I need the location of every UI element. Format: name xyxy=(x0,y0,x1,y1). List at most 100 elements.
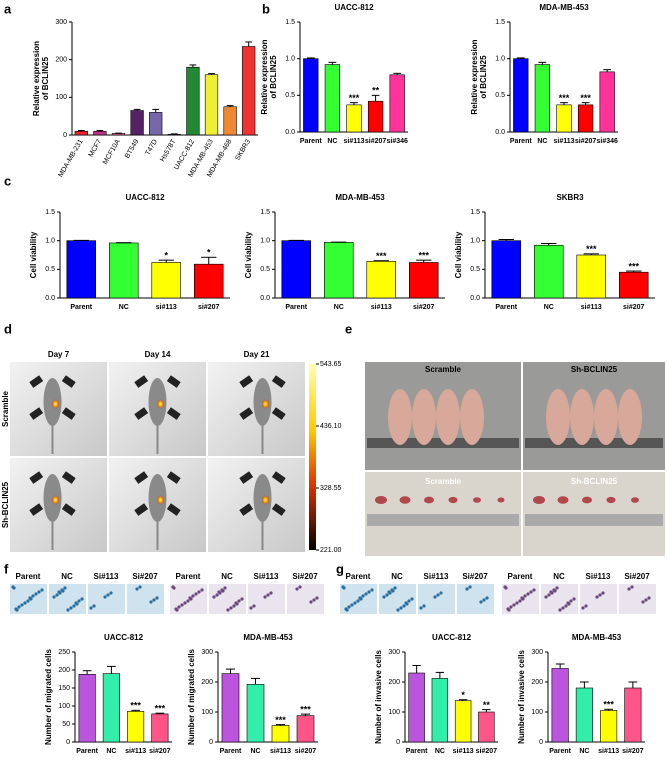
bar xyxy=(323,242,354,299)
cell xyxy=(63,586,67,590)
micrograph-label: Parent xyxy=(346,572,371,581)
group-label: Scramble xyxy=(1,390,10,427)
bar xyxy=(66,240,97,299)
tape xyxy=(61,503,76,516)
x-tick-label: NC xyxy=(435,748,445,755)
y-tick-label: 1.0 xyxy=(285,56,295,63)
cell xyxy=(419,606,423,610)
x-tick-label: si#346 xyxy=(386,138,408,145)
cell xyxy=(350,603,354,607)
cell xyxy=(547,593,551,597)
bar xyxy=(324,64,341,133)
y-tick-label: 0.0 xyxy=(260,295,270,302)
x-tick-label: si#113 xyxy=(371,304,392,311)
tumor xyxy=(424,496,434,504)
cell xyxy=(630,585,634,589)
cell xyxy=(312,598,316,602)
photo-bg xyxy=(418,584,455,614)
y-tick-label: 50 xyxy=(62,721,70,728)
tape xyxy=(166,407,181,420)
cell xyxy=(186,599,190,603)
tape xyxy=(29,375,44,388)
micrograph xyxy=(209,584,246,614)
micrograph-label: Si#113 xyxy=(586,572,611,581)
mouse xyxy=(570,389,594,445)
photo-bg xyxy=(127,584,164,614)
x-tick-label: Parent xyxy=(495,304,517,311)
x-tick-label: si#346 xyxy=(596,138,618,145)
imaging-photo xyxy=(208,458,305,552)
bar xyxy=(618,271,649,299)
bar xyxy=(367,100,384,133)
photo-label: Sh-BCLIN25 xyxy=(571,365,618,374)
significance: * xyxy=(207,248,211,258)
group-label: Sh-BCLIN25 xyxy=(1,481,10,528)
cell xyxy=(218,591,222,595)
bar xyxy=(478,711,495,743)
bar xyxy=(223,106,237,136)
x-tick-label: Parent xyxy=(510,138,532,145)
bar xyxy=(102,673,120,743)
cell xyxy=(356,599,360,603)
significance: *** xyxy=(603,700,614,710)
bar xyxy=(389,74,405,133)
tumor xyxy=(606,496,616,504)
micrograph xyxy=(88,584,125,614)
tape xyxy=(271,503,286,516)
cell xyxy=(422,604,426,608)
cell xyxy=(77,599,81,603)
micrograph xyxy=(619,584,656,614)
mouse xyxy=(460,389,484,445)
significance: ** xyxy=(483,700,491,710)
panel-letter: d xyxy=(4,321,12,336)
x-tick-label: NC xyxy=(119,304,129,311)
micrograph xyxy=(379,584,416,614)
cell xyxy=(89,606,93,610)
micrograph xyxy=(49,584,86,614)
cell xyxy=(12,586,16,590)
chart-title: MDA-MB-453 xyxy=(243,633,293,642)
y-tick-label: 1.5 xyxy=(285,19,295,26)
cell xyxy=(152,598,156,602)
ruler xyxy=(525,438,663,448)
y-axis-label: Relative expression xyxy=(470,39,479,114)
cell xyxy=(200,588,204,592)
ruler xyxy=(525,514,663,526)
cell xyxy=(135,587,139,591)
x-tick-label: si#207 xyxy=(198,304,220,311)
cell xyxy=(40,588,44,592)
y-tick-label: 300 xyxy=(531,649,543,656)
cell xyxy=(221,589,225,593)
significance: *** xyxy=(559,93,570,103)
cell xyxy=(399,606,403,610)
cell xyxy=(109,591,113,595)
tumor xyxy=(473,497,481,503)
signal xyxy=(261,399,270,409)
x-tick-label: NC xyxy=(544,304,554,311)
photo-label: Scramble xyxy=(425,477,462,486)
x-tick-label: si#113 xyxy=(453,748,474,755)
tape xyxy=(61,407,76,420)
x-tick-label: NC xyxy=(334,304,344,311)
x-tick-label: si#113 xyxy=(156,304,177,311)
chart-title: SKBR3 xyxy=(556,193,584,202)
chart-title: UACC-812 xyxy=(125,193,165,202)
x-tick-label: si#113 xyxy=(343,138,364,145)
cell xyxy=(72,604,76,608)
panel-letter: b xyxy=(262,1,270,16)
y-tick-label: 300 xyxy=(55,19,67,26)
y-tick-label: 0.5 xyxy=(260,266,270,273)
bar xyxy=(533,244,564,299)
cell xyxy=(177,605,181,609)
y-tick-label: 150 xyxy=(58,685,70,692)
cell xyxy=(23,601,27,605)
y-axis-label: of BCLIN25 xyxy=(41,56,50,100)
cell xyxy=(364,592,368,596)
x-tick-label: si#207 xyxy=(575,138,597,145)
cell xyxy=(342,586,346,590)
significance: *** xyxy=(586,244,597,254)
cell xyxy=(641,600,645,604)
colorbar-label: 221.00 xyxy=(320,547,342,554)
colorbar-label: 328.55 xyxy=(320,485,342,492)
cell xyxy=(66,608,70,612)
